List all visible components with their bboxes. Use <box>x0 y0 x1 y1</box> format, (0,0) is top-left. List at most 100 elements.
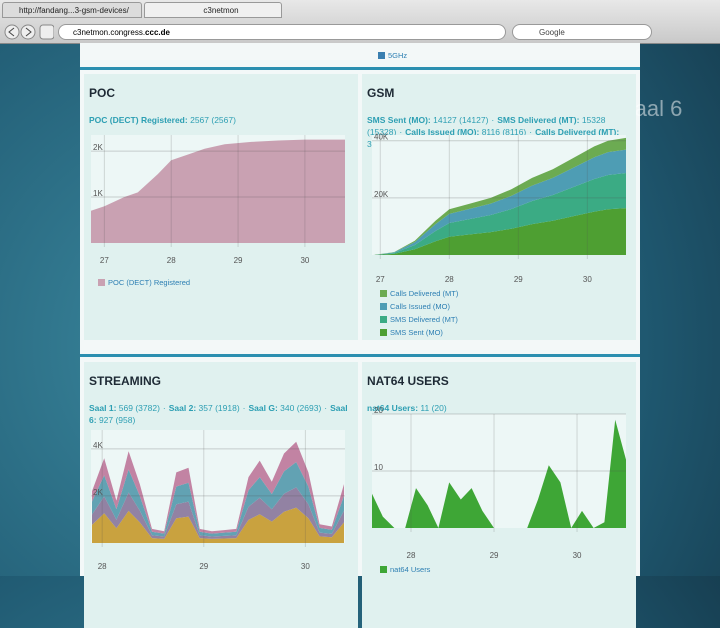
area <box>92 507 344 543</box>
y-tick-label: 20 <box>374 406 383 415</box>
x-tick-label: 28 <box>445 275 454 284</box>
stat-label: SMS Delivered (MT): <box>497 115 580 125</box>
panel: GSM SMS Sent (MO): 14127 (14127) · SMS Deli… <box>362 74 636 340</box>
x-tick-label: 30 <box>583 275 592 284</box>
x-tick-label: 28 <box>98 562 107 571</box>
separator: · <box>399 127 403 137</box>
y-tick-label: 4K <box>93 441 103 450</box>
chart: 20K 40K 27 28 29 30 <box>372 133 626 284</box>
separator: · <box>162 403 166 413</box>
stat-value: 8116 (8116) <box>481 127 527 137</box>
x-tick-label: 28 <box>167 256 176 265</box>
panel: POC POC (DECT) Registered: 2567 (2567) 1K 2… <box>84 74 358 340</box>
legend-label: POC (DECT) Registered <box>108 278 191 287</box>
legend-label: Calls Delivered (MT) <box>390 289 459 298</box>
section-rule <box>80 354 640 357</box>
legend-swatch <box>380 566 387 573</box>
panel-title: NAT64 USERS <box>367 374 449 388</box>
chart: 1K 2K 27 28 29 30 <box>91 135 345 265</box>
x-tick-label: 30 <box>300 256 309 265</box>
stats: Saal 1: 569 (3782) · Saal 2: 357 (1918) · Sa… <box>89 402 351 426</box>
separator: · <box>529 127 533 137</box>
legend-item: SMS Delivered (MT) <box>380 314 458 327</box>
legend-label: SMS Sent (MO) <box>390 328 443 337</box>
legend-label: nat64 Users <box>390 565 431 574</box>
x-tick-label: 30 <box>573 551 582 560</box>
panel: NAT64 USERS nat64 Users: 11 (20) 10 20 28 29 3… <box>362 362 636 628</box>
stat-label: Saal 6: <box>89 403 348 425</box>
legend-swatch <box>380 316 387 323</box>
tab[interactable]: http://fandang...3-gsm-devices/ <box>2 2 142 18</box>
stat-value: 11 (20) <box>420 403 447 413</box>
url-host: c3netmon.congress. <box>73 28 146 37</box>
x-tick-label: 29 <box>490 551 499 560</box>
x-tick-label: 29 <box>514 275 523 284</box>
browser-chrome: http://fandang...3-gsm-devices/ c3netmon… <box>0 0 720 44</box>
legend-label: Calls Issued (MO) <box>390 302 451 311</box>
separator: · <box>242 403 246 413</box>
stat-label: nat64 Users: <box>367 403 419 413</box>
stats: POC (DECT) Registered: 2567 (2567) <box>89 114 351 126</box>
chart: 2K 4K 28 29 30 <box>91 430 345 571</box>
chart: 10 20 28 29 30 <box>372 406 626 560</box>
legend-item: Calls Delivered (MT) <box>380 288 458 301</box>
legend-item: Calls Issued (MO) <box>380 301 450 314</box>
legend-item: SMS Sent (MO) <box>380 327 443 340</box>
stat-label: Calls Issued (MO): <box>405 127 480 137</box>
section-rule <box>80 67 640 70</box>
legend-label: SMS Delivered (MT) <box>390 315 458 324</box>
area <box>91 139 345 243</box>
stat-label: POC (DECT) Registered: <box>89 115 188 125</box>
legend-swatch <box>380 303 387 310</box>
legend-swatch <box>98 279 105 286</box>
area <box>373 173 626 255</box>
stat-value: 340 (2693) <box>280 403 322 413</box>
panel: STREAMING Saal 1: 569 (3782) · Saal 2: 357 … <box>84 362 358 628</box>
nav-buttons[interactable] <box>4 24 54 40</box>
x-tick-label: 29 <box>199 562 208 571</box>
area <box>92 462 344 537</box>
stats: nat64 Users: 11 (20) <box>367 402 629 414</box>
x-tick-label: 30 <box>301 562 310 571</box>
stat-value: 2567 (2567) <box>190 115 236 125</box>
y-tick-label: 20K <box>374 190 389 199</box>
stat-label: SMS Sent (MO): <box>367 115 431 125</box>
legend-swatch <box>380 329 387 336</box>
stat-label: Calls Delivered (MT): <box>535 127 620 137</box>
area <box>92 487 344 539</box>
stat-label: Saal 1: <box>89 403 117 413</box>
panel-title: STREAMING <box>89 374 161 388</box>
stat-value: 569 (3782) <box>118 403 160 413</box>
area <box>92 441 344 534</box>
y-tick-label: 1K <box>93 189 103 198</box>
legend-item: nat64 Users <box>380 564 430 577</box>
address-bar[interactable]: c3netmon.congress.ccc.de <box>58 24 506 40</box>
x-tick-label: 29 <box>234 256 243 265</box>
legend-item: 5GHz <box>378 50 407 63</box>
stat-value: 14127 (14127) <box>433 115 489 125</box>
x-tick-label: 27 <box>100 256 109 265</box>
panel-title: GSM <box>367 86 395 100</box>
url-domain: ccc.de <box>145 28 170 37</box>
area <box>373 137 626 255</box>
legend-item: POC (DECT) Registered <box>98 277 190 290</box>
separator: · <box>491 115 495 125</box>
x-tick-label: 27 <box>376 275 385 284</box>
area <box>372 419 626 528</box>
stat-value: 357 (1918) <box>198 403 240 413</box>
separator: · <box>324 403 328 413</box>
legend-label: 5GHz <box>388 51 408 60</box>
stat-value: 15328 (15328) <box>367 115 606 137</box>
stat-label: Saal 2: <box>168 403 197 413</box>
x-tick-label: 28 <box>407 551 416 560</box>
panel-title: POC <box>89 86 116 100</box>
legend-swatch <box>380 290 387 297</box>
search-box[interactable]: Google <box>512 24 652 40</box>
y-tick-label: 2K <box>93 488 103 497</box>
y-tick-label: 2K <box>93 143 103 152</box>
area <box>373 208 626 255</box>
stat-value: 927 (958) <box>98 415 136 425</box>
stat-label: Saal G: <box>248 403 278 413</box>
tab-active[interactable]: c3netmon <box>144 2 282 18</box>
